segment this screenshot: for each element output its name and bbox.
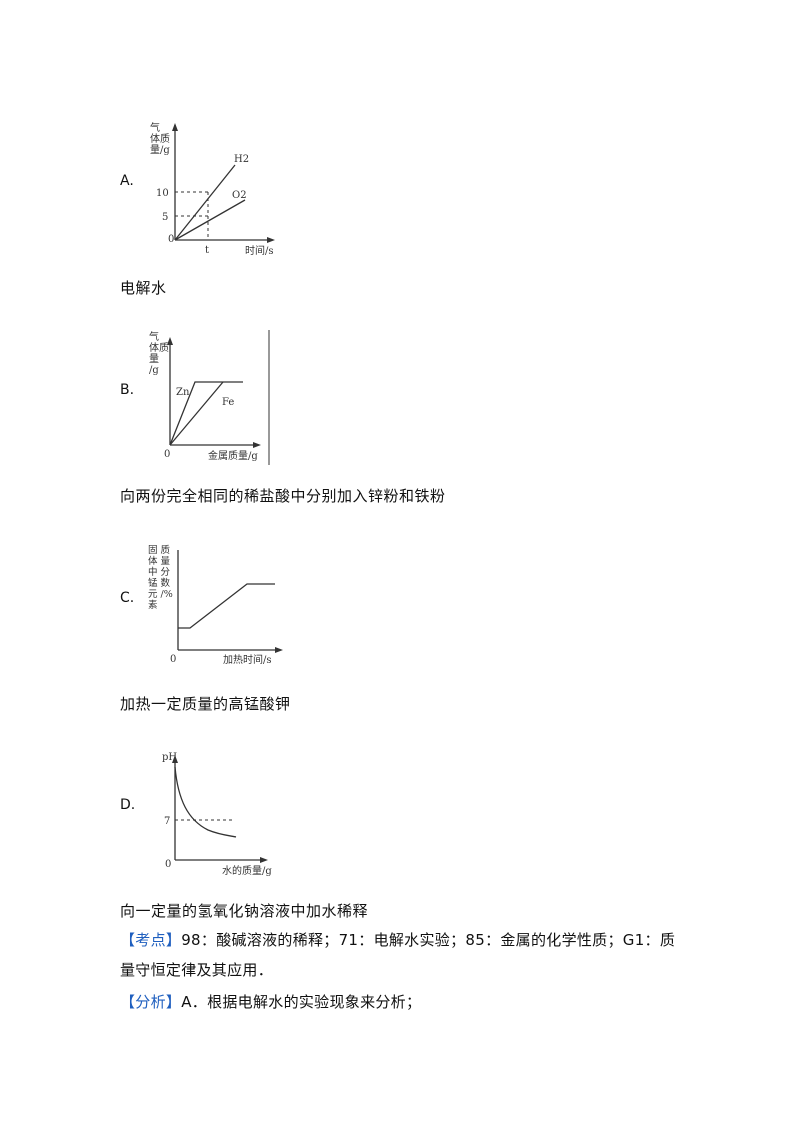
series-label-h2: H2 — [234, 154, 249, 165]
x-axis-label: 水的质量/g — [222, 864, 272, 877]
fenxi-text: A．根据电解水的实验现象来分析； — [181, 993, 422, 1011]
tick-y-7: 7 — [164, 816, 170, 827]
origin-label: 0 — [168, 234, 174, 245]
chart-b: Zn Fe 0 金属质量/g — [164, 330, 270, 465]
x-axis-label: 金属质量/g — [208, 449, 258, 462]
x-axis-label: 时间/s — [245, 244, 274, 257]
series-o2-line — [174, 199, 246, 241]
y-axis-label: pH — [162, 752, 177, 763]
chart-c: 0 加热时间/s — [170, 550, 283, 666]
series-line — [178, 583, 275, 629]
kaodian-text: 98：酸碱溶液的稀释；71：电解水实验；85：金属的化学性质；G1：质量守恒定律… — [120, 931, 676, 979]
y-axis-arrow — [172, 755, 178, 763]
option-caption: 加热一定质量的高锰酸钾 — [120, 695, 291, 713]
option-letter: B. — [120, 382, 135, 398]
option-letter: D. — [120, 797, 136, 813]
analysis-section: 【考点】98：酸碱溶液的稀释；71：电解水实验；85：金属的化学性质；G1：质量… — [120, 925, 680, 1017]
option-caption: 向一定量的氢氧化钠溶液中加水稀释 — [120, 902, 369, 920]
series-fe-line — [169, 381, 224, 446]
tick-x-t: t — [205, 245, 209, 256]
series-h2-line — [174, 164, 236, 241]
y-axis-arrow — [172, 123, 178, 131]
y-axis-label: 固 质 体 量 中 分 锰 数 元 /% 素 — [148, 545, 173, 611]
series-curve — [174, 766, 237, 838]
tick-y-5: 5 — [162, 212, 168, 223]
series-label-fe: Fe — [222, 397, 234, 408]
series-label-zn: Zn — [176, 387, 190, 398]
series-label-o2: O2 — [232, 190, 247, 201]
kaodian-tag: 【考点】 — [120, 931, 182, 949]
origin-label: 0 — [170, 654, 176, 665]
x-axis-arrow — [253, 442, 261, 448]
option-caption: 电解水 — [120, 279, 167, 297]
chart-d: pH 7 0 水的质量/g — [162, 752, 272, 877]
option-letter: A. — [120, 173, 134, 189]
option-caption: 向两份完全相同的稀盐酸中分别加入锌粉和铁粉 — [120, 487, 446, 505]
origin-label: 0 — [165, 859, 171, 870]
y-axis-label: 气 体质 量/g — [150, 123, 170, 156]
x-axis-label: 加热时间/s — [223, 653, 272, 666]
series-zn-line — [169, 381, 243, 446]
fenxi-tag: 【分析】 — [120, 993, 182, 1011]
y-axis-label: 气 体质 量 /g — [149, 332, 169, 376]
tick-y-10: 10 — [156, 188, 169, 199]
option-letter: C. — [120, 590, 135, 606]
chart-a: 10 5 t 0 H2 O2 时间/s — [156, 123, 275, 257]
x-axis-arrow — [275, 647, 283, 653]
origin-label: 0 — [164, 449, 170, 460]
x-axis-arrow — [260, 857, 268, 863]
y-axis-arrow — [167, 337, 173, 345]
x-axis-arrow — [267, 237, 275, 243]
kaodian-paragraph: 【考点】98：酸碱溶液的稀释；71：电解水实验；85：金属的化学性质；G1：质量… — [120, 925, 680, 985]
fenxi-paragraph: 【分析】A．根据电解水的实验现象来分析； — [120, 987, 680, 1017]
